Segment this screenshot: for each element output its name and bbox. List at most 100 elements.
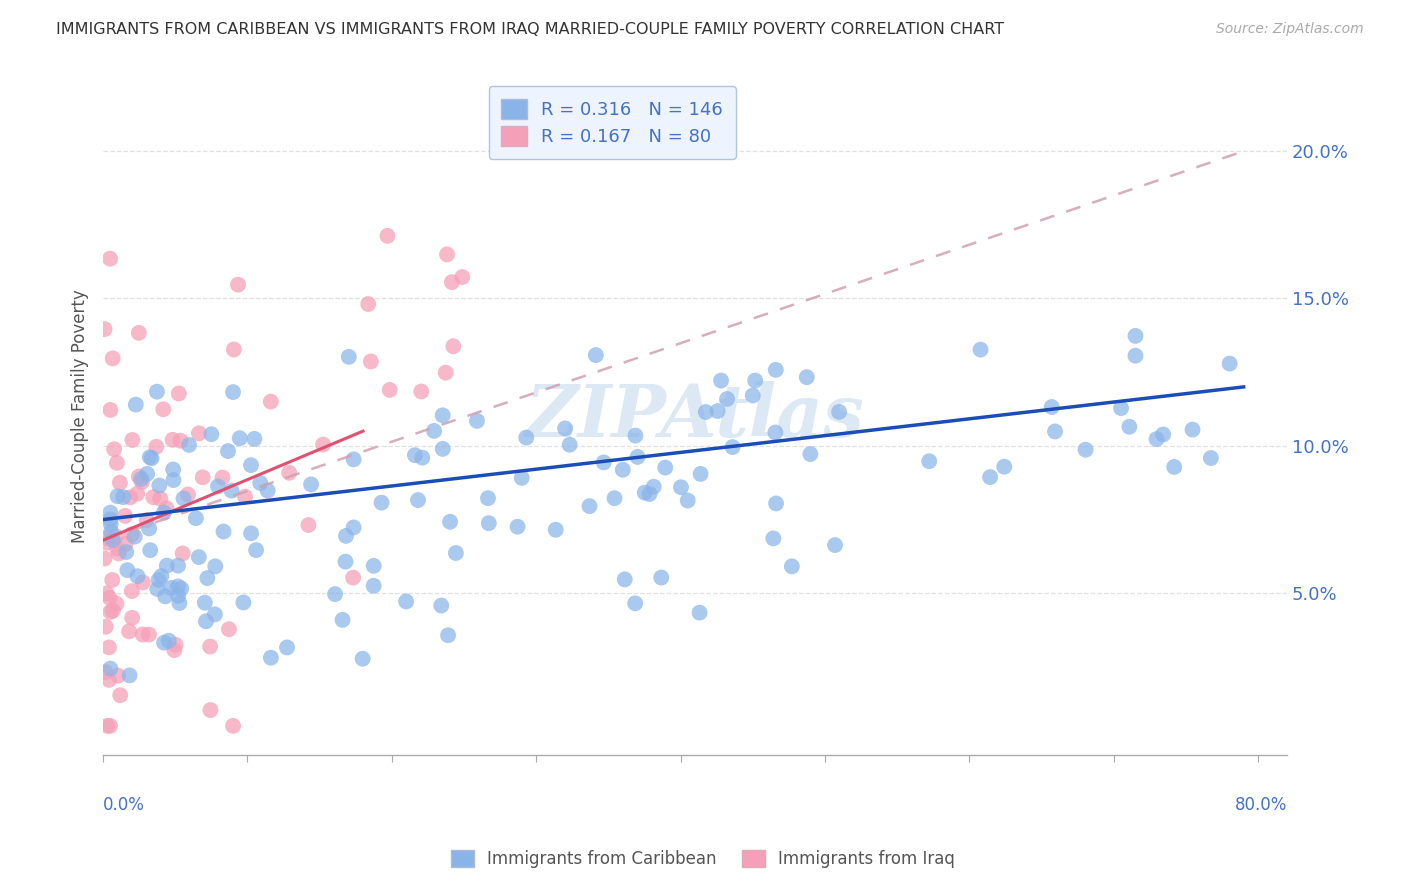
Point — [439, 515, 461, 529]
Point — [93, 551, 115, 566]
Point — [654, 460, 676, 475]
Point — [105, 597, 128, 611]
Point — [118, 624, 141, 639]
Point — [96, 586, 118, 600]
Point — [98, 506, 121, 520]
Point — [145, 440, 167, 454]
Point — [332, 613, 354, 627]
Point — [138, 627, 160, 641]
Point — [118, 668, 141, 682]
Point — [153, 635, 176, 649]
Text: ZIPAtlas: ZIPAtlas — [526, 381, 865, 452]
Point — [1163, 459, 1185, 474]
Point — [918, 454, 941, 468]
Point — [136, 467, 159, 481]
Point — [211, 470, 233, 484]
Point — [669, 480, 692, 494]
Point — [184, 511, 207, 525]
Point — [96, 535, 118, 549]
Point — [554, 421, 576, 435]
Point — [276, 640, 298, 655]
Point — [233, 490, 256, 504]
Point — [96, 531, 118, 545]
Point — [121, 611, 143, 625]
Point — [626, 450, 648, 464]
Point — [1109, 401, 1132, 416]
Point — [256, 483, 278, 498]
Point — [217, 444, 239, 458]
Point — [94, 620, 117, 634]
Point — [765, 496, 787, 510]
Point — [363, 558, 385, 573]
Point — [114, 537, 136, 551]
Point — [343, 452, 366, 467]
Point — [157, 633, 180, 648]
Point — [411, 384, 433, 399]
Point — [98, 252, 121, 266]
Point — [117, 563, 139, 577]
Point — [716, 392, 738, 406]
Point — [98, 512, 121, 526]
Point — [105, 456, 128, 470]
Point — [96, 719, 118, 733]
Point — [744, 374, 766, 388]
Point — [689, 606, 711, 620]
Point — [165, 638, 187, 652]
Point — [544, 523, 567, 537]
Point — [167, 558, 190, 573]
Point — [101, 351, 124, 366]
Point — [411, 450, 433, 465]
Point — [101, 604, 124, 618]
Point — [824, 538, 846, 552]
Point — [162, 473, 184, 487]
Point — [260, 394, 283, 409]
Point — [226, 277, 249, 292]
Point — [128, 469, 150, 483]
Point — [603, 491, 626, 505]
Point — [243, 432, 266, 446]
Point — [169, 596, 191, 610]
Point — [187, 426, 209, 441]
Point — [437, 628, 460, 642]
Point — [441, 339, 464, 353]
Point — [624, 428, 647, 442]
Point — [187, 550, 209, 565]
Point — [218, 622, 240, 636]
Point — [132, 575, 155, 590]
Point — [107, 668, 129, 682]
Point — [228, 431, 250, 445]
Point — [377, 228, 399, 243]
Point — [98, 719, 121, 733]
Point — [98, 673, 121, 687]
Point — [146, 384, 169, 399]
Point — [194, 596, 217, 610]
Point — [177, 487, 200, 501]
Point — [592, 455, 614, 469]
Point — [432, 409, 454, 423]
Point — [200, 427, 222, 442]
Point — [979, 470, 1001, 484]
Point — [152, 402, 174, 417]
Point — [222, 343, 245, 357]
Text: IMMIGRANTS FROM CARIBBEAN VS IMMIGRANTS FROM IRAQ MARRIED-COUPLE FAMILY POVERTY : IMMIGRANTS FROM CARIBBEAN VS IMMIGRANTS … — [56, 22, 1004, 37]
Point — [741, 388, 763, 402]
Point — [100, 524, 122, 539]
Point — [477, 491, 499, 505]
Point — [212, 524, 235, 539]
Point — [1125, 329, 1147, 343]
Text: Source: ZipAtlas.com: Source: ZipAtlas.com — [1216, 22, 1364, 37]
Point — [1199, 450, 1222, 465]
Point — [98, 591, 121, 605]
Point — [121, 527, 143, 541]
Point — [1146, 432, 1168, 446]
Point — [240, 458, 263, 472]
Point — [198, 640, 221, 654]
Point — [335, 555, 357, 569]
Point — [765, 363, 787, 377]
Point — [155, 501, 177, 516]
Point — [249, 475, 271, 490]
Point — [135, 513, 157, 527]
Point — [127, 486, 149, 500]
Point — [200, 703, 222, 717]
Point — [101, 573, 124, 587]
